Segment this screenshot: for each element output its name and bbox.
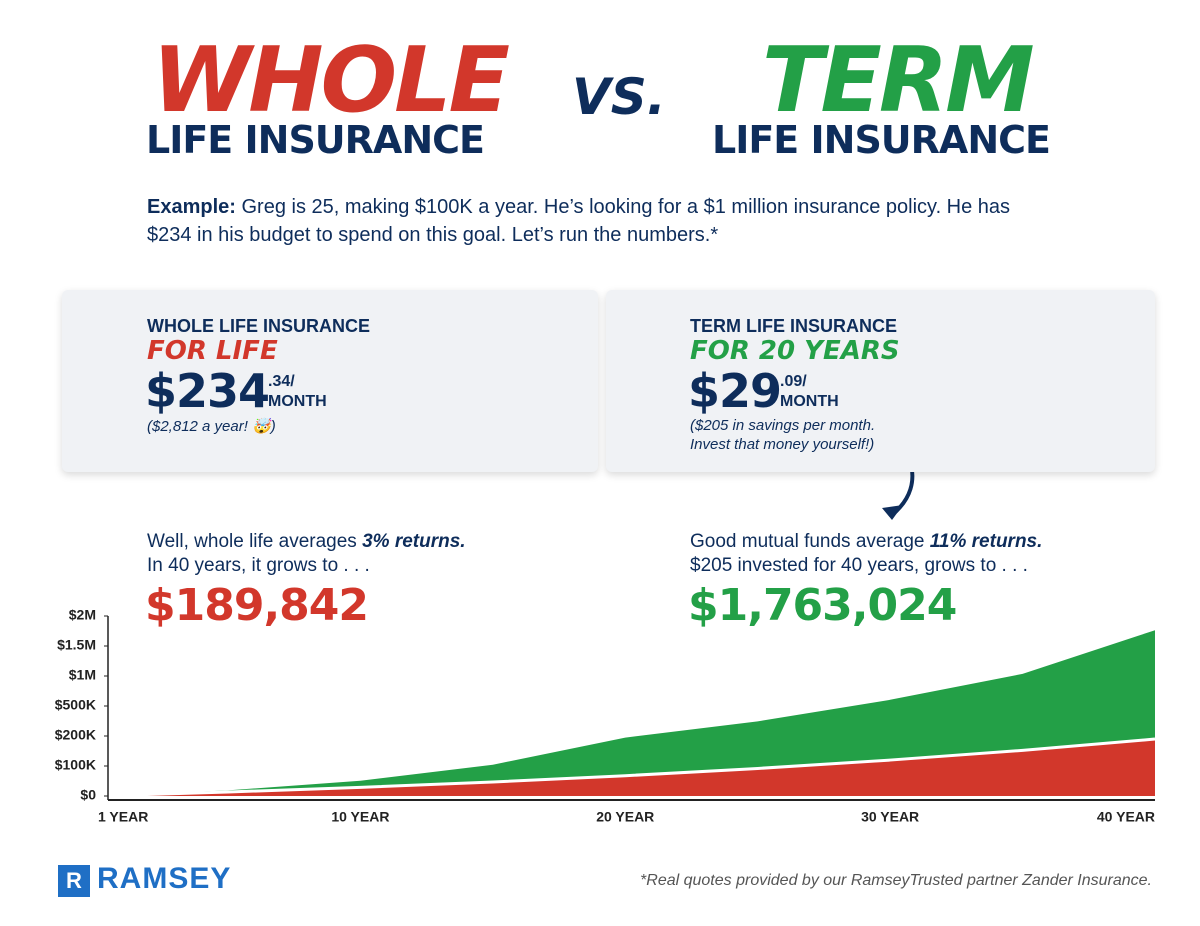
result-rate: 11% returns. [929, 531, 1043, 552]
card-note: Invest that money yourself!) [690, 436, 875, 453]
title-vs: VS. [572, 68, 666, 126]
area-edge [121, 737, 1156, 797]
result-text: Good mutual funds average [690, 531, 930, 552]
title-whole-sub: LIFE INSURANCE [146, 118, 485, 162]
card-per: MONTH [268, 393, 327, 410]
x-tick-label: 1 YEAR [98, 809, 148, 825]
example: Example: Greg is 25, making $100K a year… [147, 193, 1010, 249]
area [122, 739, 1155, 796]
result-rate: 3% returns. [362, 531, 466, 552]
x-tick-label: 30 YEAR [861, 809, 919, 825]
example-text: Greg is 25, making $100K a year. He’s lo… [241, 196, 1011, 218]
card-note: ($2,812 a year! 🤯) [147, 418, 276, 435]
y-tick-label: $2M [69, 607, 96, 623]
card-cents: .34/ [268, 373, 295, 390]
example-text: $234 in his budget to spend on this goal… [147, 224, 719, 246]
y-tick-label: $500K [55, 697, 96, 713]
result-text: $205 invested for 40 years, grows to . .… [690, 555, 1028, 576]
card-term: FOR LIFE [147, 336, 278, 366]
card [62, 290, 598, 472]
y-tick-label: $1.5M [57, 637, 96, 653]
card-title: WHOLE LIFE INSURANCE [147, 316, 370, 336]
card-term: FOR 20 YEARS [690, 336, 900, 366]
x-tick-label: 20 YEAR [596, 809, 654, 825]
example-lead: Example: [147, 196, 236, 218]
card-note: ($205 in savings per month. [690, 417, 876, 434]
result-text: Well, whole life averages [147, 531, 363, 552]
x-tick-label: 10 YEAR [331, 809, 389, 825]
card [606, 290, 1155, 472]
result-text: In 40 years, it grows to . . . [147, 555, 370, 576]
footnote: *Real quotes provided by our RamseyTrust… [640, 872, 1152, 889]
card-price: $29 [688, 364, 782, 418]
title-whole: WHOLE [152, 28, 510, 133]
title-term: TERM [762, 28, 1035, 133]
result-text: Good mutual funds average 11% returns. [690, 531, 1042, 553]
area [122, 630, 1155, 796]
logo: RAMSEY [97, 862, 232, 895]
y-tick-label: $100K [55, 757, 96, 773]
card-title: TERM LIFE INSURANCE [690, 316, 897, 336]
result-text: Well, whole life averages 3% returns. [147, 531, 466, 553]
title-term-sub: LIFE INSURANCE [712, 118, 1051, 162]
arrow-head [882, 505, 903, 520]
card-per: MONTH [780, 393, 839, 410]
card-cents: .09/ [780, 373, 807, 390]
x-tick-label: 40 YEAR [1097, 809, 1155, 825]
y-tick-label: $0 [80, 787, 96, 803]
card-price: $234 [145, 364, 270, 418]
result-amount: $189,842 [145, 580, 369, 631]
y-tick-label: $200K [55, 727, 96, 743]
result-amount: $1,763,024 [688, 580, 957, 631]
logo-mark: R [58, 865, 90, 897]
y-tick-label: $1M [69, 667, 96, 683]
